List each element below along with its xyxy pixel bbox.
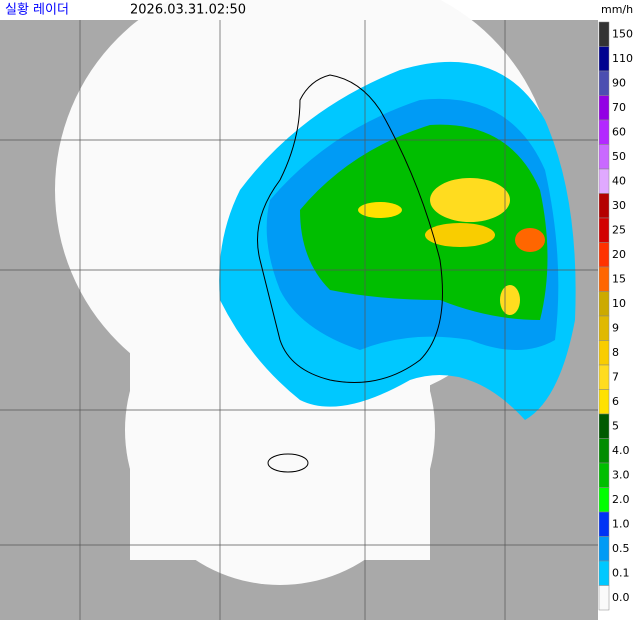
legend-swatch	[598, 291, 610, 317]
legend-swatch	[598, 438, 610, 464]
legend-swatch	[598, 242, 610, 268]
legend-label: 0.5	[612, 542, 630, 555]
legend-label: 7	[612, 370, 619, 383]
legend-swatch	[598, 487, 610, 513]
legend-label: 9	[612, 321, 619, 334]
legend-swatch	[598, 315, 610, 341]
legend-swatch	[598, 560, 610, 586]
legend-label: 6	[612, 395, 619, 408]
legend-label: 50	[612, 150, 626, 163]
rain	[219, 61, 576, 421]
legend-label: 2.0	[612, 493, 630, 506]
timestamp: 2026.03.31.02:50	[130, 3, 246, 18]
legend-swatch	[598, 585, 610, 611]
legend-swatch	[598, 70, 610, 96]
grid	[0, 20, 598, 620]
legend-label: 0.0	[612, 591, 630, 604]
legend-swatch	[598, 413, 610, 439]
legend-swatch	[598, 266, 610, 292]
legend-label: 0.1	[612, 566, 630, 579]
legend-label: 25	[612, 223, 626, 236]
legend-swatch	[598, 462, 610, 488]
legend-label: 1.0	[612, 517, 630, 530]
legend: 150 110 90 70 60 50 40 30 25 20 15 10 9 8 7 6 5 4.0 3.0 2.0…	[598, 21, 633, 611]
map	[0, 20, 598, 620]
legend-swatch	[598, 536, 610, 562]
legend-swatch	[598, 511, 610, 537]
legend-label: 150	[612, 27, 633, 40]
legend-swatch	[598, 217, 610, 243]
legend-swatch	[598, 340, 610, 366]
coastline	[257, 74, 443, 473]
legend-swatch	[598, 46, 610, 72]
legend-label: 110	[612, 52, 633, 65]
legend-label: 5	[612, 419, 619, 432]
legend-label: 15	[612, 272, 626, 285]
legend-label: 20	[612, 248, 626, 261]
legend-label: 10	[612, 297, 626, 310]
legend-swatch	[598, 364, 610, 390]
legend-label: 70	[612, 101, 626, 114]
legend-swatch	[598, 168, 610, 194]
legend-label: 3.0	[612, 468, 630, 481]
title: 실황 레이더	[5, 3, 69, 18]
legend-swatch	[598, 144, 610, 170]
legend-label: 30	[612, 199, 626, 212]
legend-label: 4.0	[612, 444, 630, 457]
unit: mm/h	[601, 3, 633, 16]
legend-label: 8	[612, 346, 619, 359]
legend-swatch	[598, 389, 610, 415]
legend-swatch	[598, 193, 610, 219]
legend-swatch	[598, 119, 610, 145]
legend-swatch	[598, 21, 610, 47]
legend-label: 90	[612, 76, 626, 89]
legend-swatch	[598, 95, 610, 121]
legend-label: 60	[612, 125, 626, 138]
legend-label: 40	[612, 174, 626, 187]
